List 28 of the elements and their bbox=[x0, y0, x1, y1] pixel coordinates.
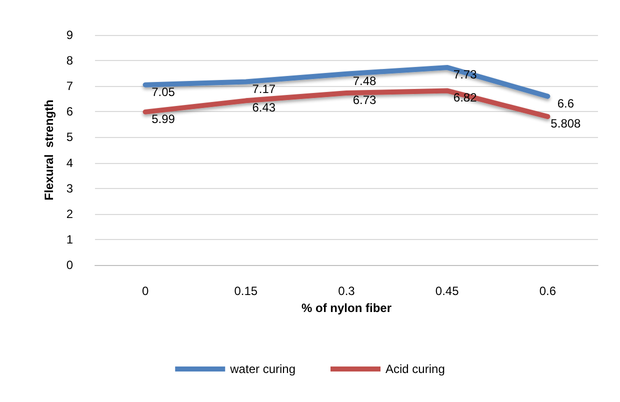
legend-label: Acid curing bbox=[386, 362, 445, 376]
data-label: 6.82 bbox=[453, 90, 478, 105]
y-tick-label: 8 bbox=[66, 54, 74, 68]
data-label: 7.05 bbox=[152, 84, 176, 99]
x-tick-label: 0.3 bbox=[338, 284, 356, 298]
data-label: 5.99 bbox=[152, 112, 176, 126]
x-tick-label: 0 bbox=[142, 284, 149, 298]
x-tick-label: 0.45 bbox=[435, 284, 460, 298]
y-tick-label: 6 bbox=[66, 104, 74, 119]
x-axis-title: % of nylon fiber bbox=[302, 300, 392, 315]
y-tick-label: 3 bbox=[66, 181, 74, 196]
data-label: 6.6 bbox=[557, 96, 574, 110]
y-tick-label: 2 bbox=[66, 206, 74, 221]
data-label: 6.73 bbox=[352, 93, 376, 108]
y-tick-label: 1 bbox=[66, 232, 74, 246]
y-tick-label: 5 bbox=[66, 130, 74, 144]
data-label: 7.48 bbox=[352, 74, 376, 88]
legend-label: water curing bbox=[229, 362, 296, 376]
y-tick-label: 9 bbox=[66, 28, 74, 42]
y-axis-title: Flexural strength bbox=[42, 100, 56, 200]
x-tick-label: 0.15 bbox=[234, 284, 258, 298]
y-tick-label: 4 bbox=[66, 156, 74, 170]
data-label: 5.808 bbox=[550, 116, 582, 131]
x-tick-label: 0.6 bbox=[539, 284, 556, 298]
data-label: 7.17 bbox=[252, 82, 276, 96]
y-tick-label: 0 bbox=[66, 258, 74, 272]
y-tick-label: 7 bbox=[66, 79, 74, 94]
data-label: 6.43 bbox=[252, 100, 276, 115]
